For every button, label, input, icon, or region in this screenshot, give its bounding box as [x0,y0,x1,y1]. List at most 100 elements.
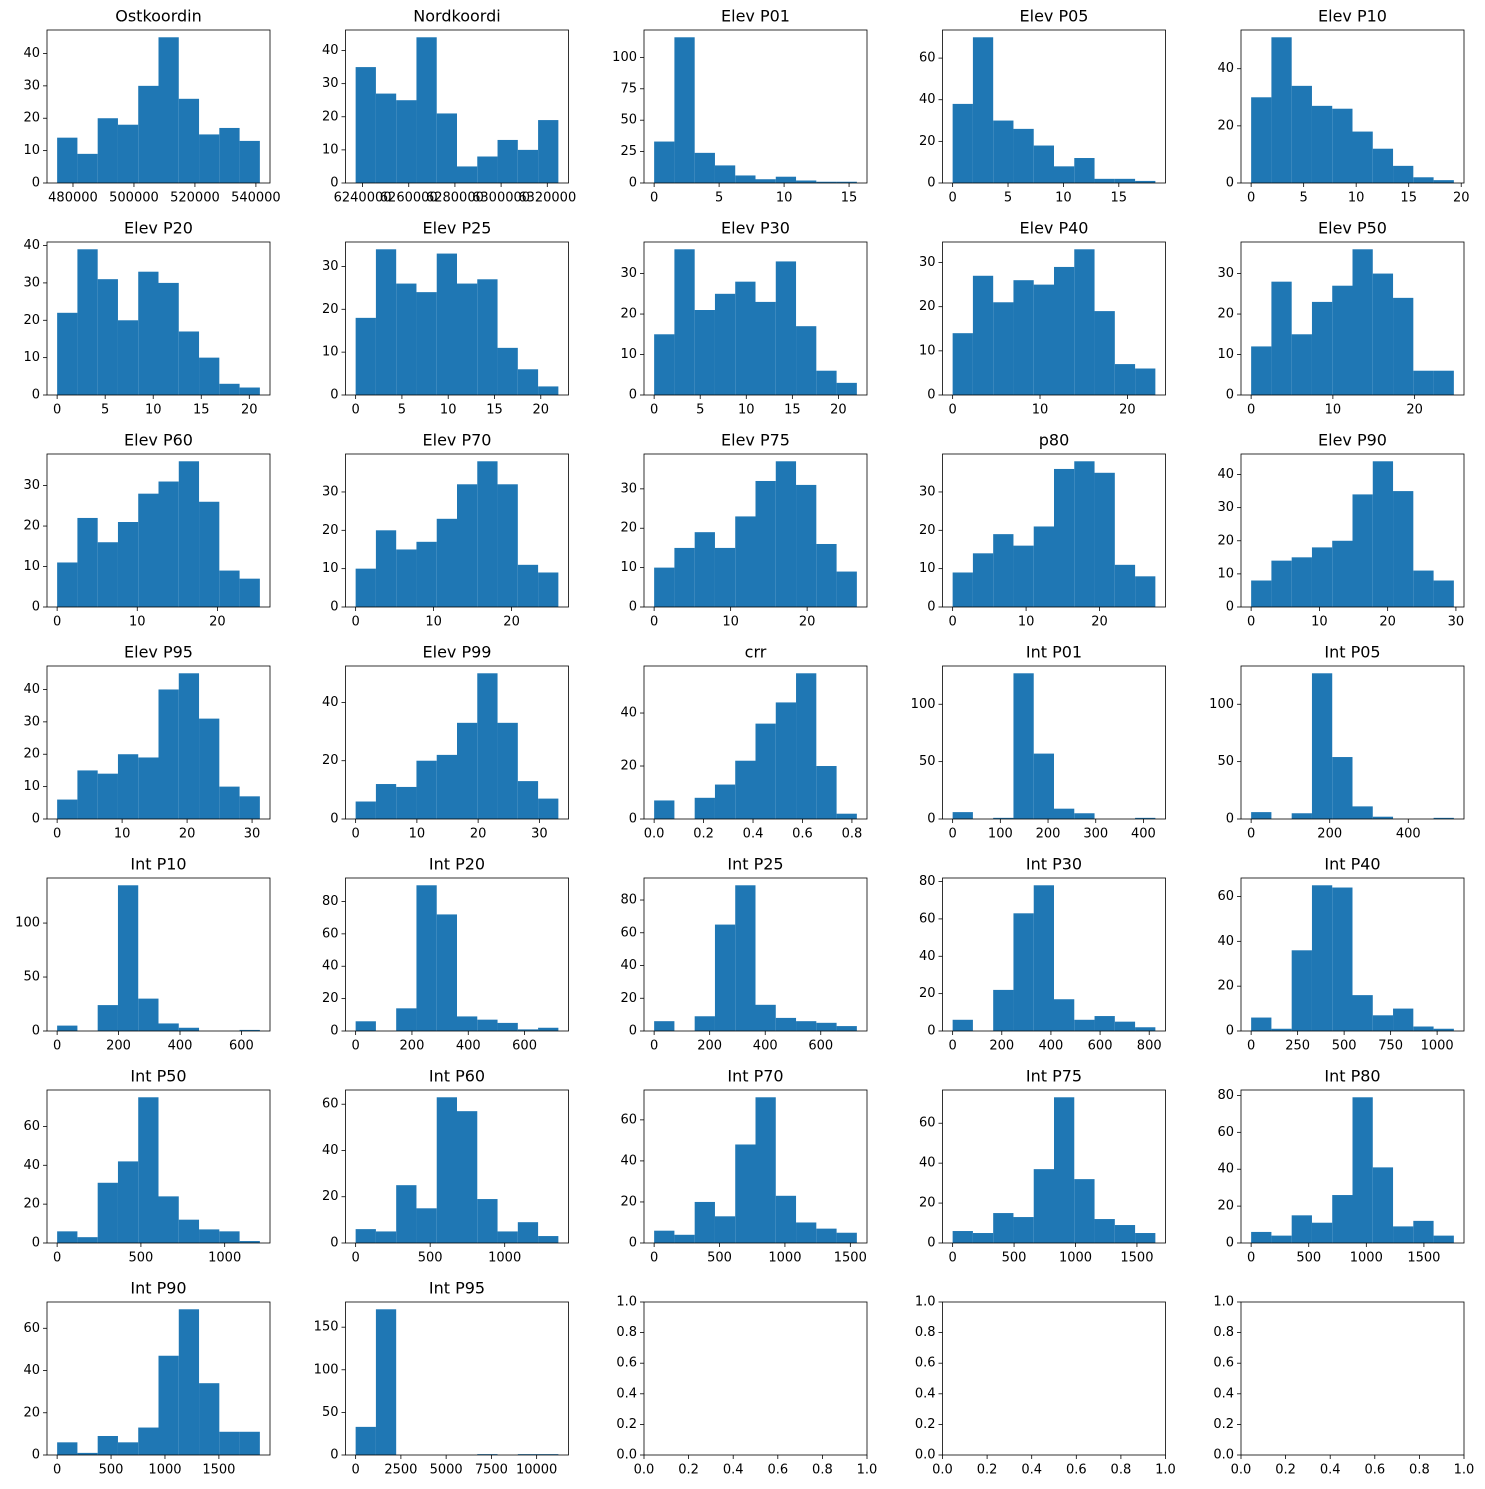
bar [239,140,260,183]
bar [355,801,376,819]
x-tick-label: 250 [1285,1039,1310,1054]
x-tick-label: 20 [1453,191,1470,206]
y-tick-label: 60 [919,51,936,66]
bar [952,1019,973,1031]
y-tick-label: 0.4 [616,1386,637,1401]
axes-frame [643,1089,868,1244]
y-tick-label: 60 [1217,1125,1234,1140]
bar [775,176,797,183]
x-tick-label: 0 [53,1251,61,1266]
axes-frame [942,29,1166,184]
bar [517,369,539,395]
y-tick-label: 40 [919,92,936,107]
x-tick-label: 0.2 [1275,1463,1296,1478]
subplot-title: Elev P75 [721,431,790,450]
x-tick-label: 0.0 [1231,1463,1252,1478]
bar [1114,178,1136,183]
bar [477,1019,498,1031]
y-tick-label: 0 [1226,812,1234,827]
bar [1372,1015,1394,1031]
bar [714,1216,736,1243]
y-tick-label: 60 [919,911,936,926]
x-tick-label: 15 [841,191,858,206]
x-tick-label: 0 [650,1039,658,1054]
y-tick-label: 0 [629,1236,637,1251]
x-tick-label: 20 [799,615,816,630]
subplot-title: Int P40 [1324,855,1380,874]
bar [1413,177,1434,183]
x-tick-label: 100 [988,827,1013,842]
x-tick-label: 0 [1247,615,1255,630]
bar [538,1027,559,1031]
bar [1033,284,1054,395]
y-tick-label: 10 [322,561,339,576]
bar [654,1230,675,1243]
bar [816,766,837,819]
bar [457,166,478,183]
y-tick-label: 25 [620,144,637,159]
bar [1135,1233,1156,1243]
x-tick-label: 5 [1004,191,1012,206]
bar [972,37,994,184]
y-tick-label: 0 [330,600,338,615]
axes-frame [643,1301,868,1456]
bar [1135,368,1156,395]
bar [199,134,220,183]
y-tick-label: 0.2 [616,1417,637,1432]
y-tick-label: 30 [919,255,936,270]
bar [1332,1195,1353,1243]
bar [775,702,797,819]
x-tick-label: 15 [784,403,801,418]
y-tick-label: 20 [23,111,40,126]
y-tick-label: 10 [1217,347,1234,362]
y-tick-label: 100 [911,697,936,712]
bar [694,1016,715,1031]
bar [77,153,98,183]
bar [497,722,518,819]
bar [178,1219,200,1243]
x-tick-label: 20 [1406,403,1423,418]
y-tick-label: 60 [620,925,637,940]
y-tick-label: 0 [32,1448,40,1463]
y-tick-label: 40 [322,695,339,710]
y-tick-label: 40 [23,1158,40,1173]
bar [457,484,478,607]
x-tick-label: 20 [533,403,550,418]
bar [1074,813,1095,819]
x-tick-label: 2500 [384,1463,417,1478]
bar [1013,280,1034,395]
x-tick-label: 15 [1400,191,1417,206]
x-tick-label: 1000 [1059,1251,1092,1266]
bar [796,673,817,819]
x-tick-label: 10 [440,403,457,418]
bar [239,387,260,395]
bar [735,175,756,183]
subplot-title: Elev P30 [721,219,790,238]
x-tick-label: 10 [738,403,755,418]
bar [1352,995,1373,1031]
y-tick-label: 20 [23,747,40,762]
bar [775,1195,797,1243]
bar [497,139,518,183]
bar [775,261,797,395]
bar [1433,817,1454,819]
bar [836,1026,857,1031]
bar [1013,128,1034,183]
bar [816,1022,837,1031]
axes-frame [643,29,868,184]
y-tick-label: 20 [620,1194,637,1209]
bar [117,885,139,1031]
y-tick-label: 0.0 [616,1448,637,1463]
x-tick-label: 5 [1300,191,1308,206]
y-tick-label: 40 [23,238,40,253]
axes-frame [942,1089,1166,1244]
x-tick-label: 6320000 [518,191,576,206]
bar [674,1234,695,1243]
subplot-title: crr [745,643,767,662]
y-tick-label: 1.0 [616,1295,637,1310]
bar [1372,1167,1394,1243]
x-tick-label: 600 [808,1039,833,1054]
bar [199,718,220,819]
bar [375,249,397,395]
bar [517,1222,539,1243]
